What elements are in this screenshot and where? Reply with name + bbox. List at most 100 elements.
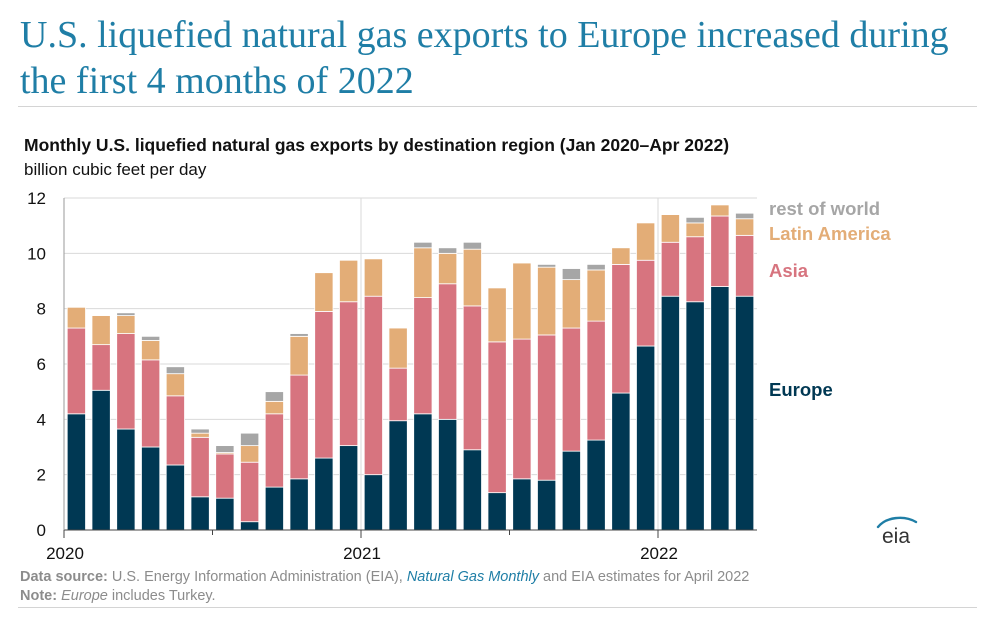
bar-europe-0[interactable] — [66, 413, 86, 531]
bar-latin-america-10[interactable] — [314, 272, 334, 312]
bar-europe-9[interactable] — [289, 478, 309, 531]
bar-asia-9[interactable] — [289, 374, 309, 480]
bar-asia-2[interactable] — [116, 333, 136, 430]
bar-asia-19[interactable] — [537, 334, 557, 481]
bar-rest-of-world-4[interactable] — [165, 366, 185, 375]
natural-gas-monthly-link[interactable]: Natural Gas Monthly — [406, 569, 539, 585]
bar-europe-7[interactable] — [240, 521, 260, 531]
bar-europe-15[interactable] — [438, 418, 458, 531]
bar-asia-1[interactable] — [91, 344, 111, 391]
bar-latin-america-17[interactable] — [487, 287, 507, 343]
bar-europe-24[interactable] — [660, 295, 680, 531]
bar-latin-america-2[interactable] — [116, 315, 136, 334]
bar-latin-america-20[interactable] — [561, 279, 581, 329]
bar-latin-america-7[interactable] — [240, 445, 260, 463]
bar-europe-8[interactable] — [264, 486, 284, 531]
bar-europe-20[interactable] — [561, 450, 581, 531]
bar-latin-america-11[interactable] — [339, 259, 359, 303]
bar-europe-11[interactable] — [339, 445, 359, 531]
bar-latin-america-19[interactable] — [537, 266, 557, 336]
bar-asia-15[interactable] — [438, 283, 458, 420]
bar-europe-5[interactable] — [190, 496, 210, 531]
bar-latin-america-25[interactable] — [685, 222, 705, 238]
bar-asia-23[interactable] — [636, 259, 656, 347]
bar-rest-of-world-3[interactable] — [141, 335, 161, 341]
bar-rest-of-world-7[interactable] — [240, 432, 260, 447]
bar-asia-21[interactable] — [586, 320, 606, 441]
bar-latin-america-5[interactable] — [190, 432, 210, 438]
bar-asia-24[interactable] — [660, 241, 680, 297]
bar-europe-4[interactable] — [165, 464, 185, 531]
bar-asia-6[interactable] — [215, 453, 235, 499]
bar-europe-19[interactable] — [537, 479, 557, 531]
bar-rest-of-world-20[interactable] — [561, 268, 581, 281]
bar-europe-25[interactable] — [685, 301, 705, 531]
bar-asia-16[interactable] — [462, 305, 482, 451]
bar-latin-america-12[interactable] — [363, 258, 383, 297]
bar-europe-2[interactable] — [116, 428, 136, 531]
bar-asia-27[interactable] — [735, 234, 755, 297]
bar-europe-12[interactable] — [363, 474, 383, 531]
bar-rest-of-world-6[interactable] — [215, 445, 235, 453]
bar-rest-of-world-5[interactable] — [190, 428, 210, 434]
bar-latin-america-13[interactable] — [388, 327, 408, 369]
bar-asia-10[interactable] — [314, 311, 334, 459]
bar-asia-22[interactable] — [611, 263, 631, 394]
bar-europe-16[interactable] — [462, 449, 482, 531]
bar-rest-of-world-21[interactable] — [586, 263, 606, 271]
bar-latin-america-18[interactable] — [512, 262, 532, 340]
bar-latin-america-14[interactable] — [413, 247, 433, 299]
bar-europe-21[interactable] — [586, 439, 606, 531]
bar-asia-3[interactable] — [141, 359, 161, 448]
bar-europe-10[interactable] — [314, 457, 334, 531]
bar-europe-14[interactable] — [413, 413, 433, 531]
bar-latin-america-1[interactable] — [91, 315, 111, 346]
bar-asia-5[interactable] — [190, 436, 210, 498]
bar-asia-26[interactable] — [710, 215, 730, 287]
bar-asia-20[interactable] — [561, 327, 581, 452]
bar-europe-17[interactable] — [487, 492, 507, 531]
bar-rest-of-world-25[interactable] — [685, 216, 705, 224]
bar-asia-25[interactable] — [685, 236, 705, 303]
bar-rest-of-world-19[interactable] — [537, 263, 557, 268]
bar-latin-america-9[interactable] — [289, 335, 309, 376]
bar-asia-17[interactable] — [487, 341, 507, 494]
bar-europe-1[interactable] — [91, 389, 111, 531]
bar-latin-america-8[interactable] — [264, 400, 284, 415]
bar-rest-of-world-8[interactable] — [264, 391, 284, 402]
bar-asia-11[interactable] — [339, 301, 359, 447]
bar-latin-america-24[interactable] — [660, 214, 680, 243]
bar-rest-of-world-14[interactable] — [413, 241, 433, 249]
bar-europe-27[interactable] — [735, 295, 755, 531]
bar-asia-14[interactable] — [413, 297, 433, 415]
bar-latin-america-15[interactable] — [438, 252, 458, 285]
bar-asia-12[interactable] — [363, 295, 383, 476]
bar-europe-22[interactable] — [611, 392, 631, 531]
bar-europe-26[interactable] — [710, 286, 730, 531]
bar-rest-of-world-2[interactable] — [116, 312, 136, 316]
bar-europe-23[interactable] — [636, 345, 656, 531]
bar-latin-america-23[interactable] — [636, 222, 656, 261]
bar-rest-of-world-27[interactable] — [735, 212, 755, 220]
bar-europe-3[interactable] — [141, 446, 161, 531]
bar-latin-america-0[interactable] — [66, 306, 86, 329]
bar-rest-of-world-15[interactable] — [438, 247, 458, 254]
bar-latin-america-4[interactable] — [165, 373, 185, 397]
bar-latin-america-16[interactable] — [462, 248, 482, 307]
bar-rest-of-world-9[interactable] — [289, 333, 309, 337]
bar-europe-6[interactable] — [215, 497, 235, 531]
bar-latin-america-21[interactable] — [586, 269, 606, 322]
bar-latin-america-26[interactable] — [710, 204, 730, 217]
bar-latin-america-22[interactable] — [611, 247, 631, 265]
bar-asia-18[interactable] — [512, 338, 532, 480]
bar-latin-america-27[interactable] — [735, 218, 755, 236]
bar-europe-13[interactable] — [388, 420, 408, 531]
bar-latin-america-3[interactable] — [141, 340, 161, 361]
bar-asia-7[interactable] — [240, 461, 260, 523]
bar-europe-18[interactable] — [512, 478, 532, 531]
bar-asia-8[interactable] — [264, 413, 284, 488]
bar-asia-4[interactable] — [165, 395, 185, 466]
bar-rest-of-world-16[interactable] — [462, 241, 482, 250]
bar-asia-0[interactable] — [66, 327, 86, 415]
bar-asia-13[interactable] — [388, 367, 408, 422]
